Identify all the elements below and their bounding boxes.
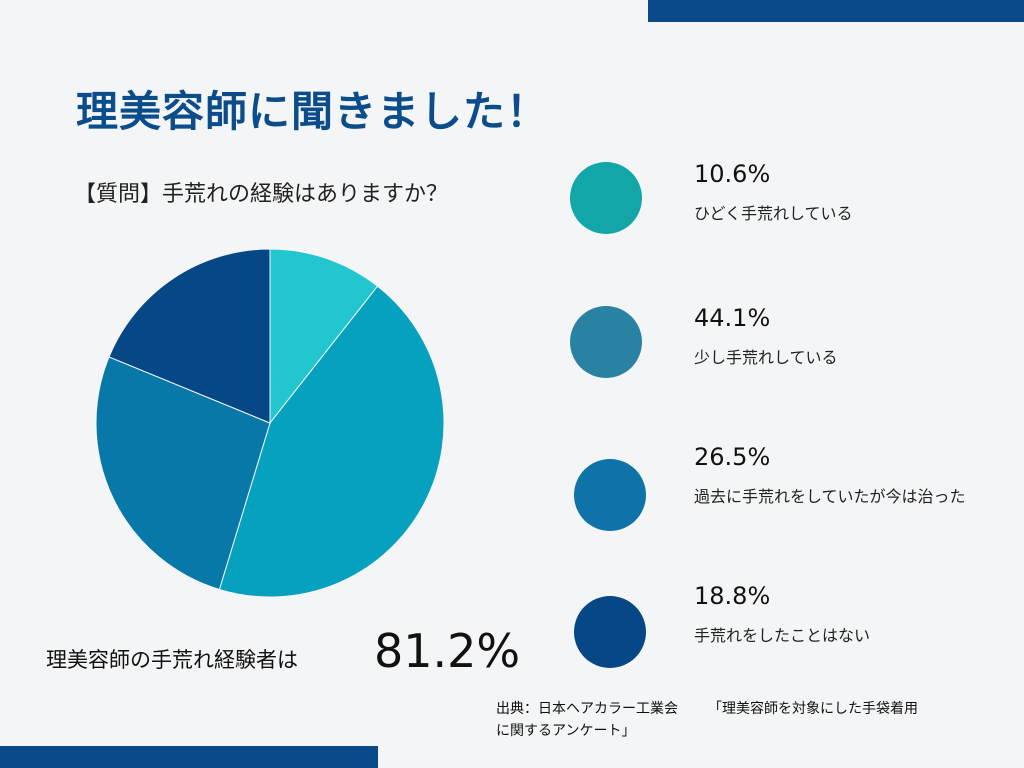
- bottom-accent-bar: [0, 746, 378, 768]
- legend-label-severe: ひどく手荒れしている: [694, 204, 853, 223]
- pie-slice-severe: [269, 248, 379, 425]
- legend-dot-severe: [570, 162, 642, 234]
- legend-label-never: 手荒れをしたことはない: [694, 626, 871, 645]
- legend-item-never: 18.8% 手荒れをしたことはない: [570, 582, 990, 668]
- legend-label-past: 過去に手荒れをしていたが今は治った: [694, 487, 966, 506]
- pie-slice-mild: [218, 285, 445, 598]
- legend-item-severe: 10.6% ひどく手荒れしている: [570, 160, 990, 240]
- legend-dot-mild: [570, 306, 642, 378]
- legend-pct-severe: 10.6%: [694, 160, 771, 188]
- source-citation: 出典：日本ヘアカラー工業会 「理美容師を対象にした手袋着用 に関するアンケート」: [496, 698, 996, 742]
- legend-item-past: 26.5% 過去に手荒れをしていたが今は治った: [570, 443, 990, 531]
- legend-label-mild: 少し手荒れしている: [694, 348, 838, 367]
- summary-value: 81.2%: [374, 624, 521, 678]
- question-text: 【質問】手荒れの経験はありますか？: [74, 182, 449, 207]
- legend-dot-past: [574, 459, 646, 531]
- summary-label: 理美容師の手荒れ経験者は: [46, 648, 298, 672]
- legend-pct-mild: 44.1%: [694, 304, 771, 332]
- pie-chart: [95, 248, 445, 598]
- pie-slice-never: [108, 248, 271, 424]
- source-line-3: に関するアンケート」: [496, 723, 636, 739]
- legend-item-mild: 44.1% 少し手荒れしている: [570, 304, 990, 384]
- top-accent-bar: [648, 0, 1024, 22]
- legend-pct-past: 26.5%: [694, 443, 771, 471]
- source-line-2: 「理美容師を対象にした手袋着用: [708, 701, 918, 717]
- page-title: 理美容師に聞きました！: [76, 87, 550, 136]
- legend-pct-never: 18.8%: [694, 582, 771, 610]
- pie-slice-past: [95, 356, 271, 591]
- legend-dot-never: [574, 596, 646, 668]
- source-line-1: 出典：日本ヘアカラー工業会: [496, 701, 678, 717]
